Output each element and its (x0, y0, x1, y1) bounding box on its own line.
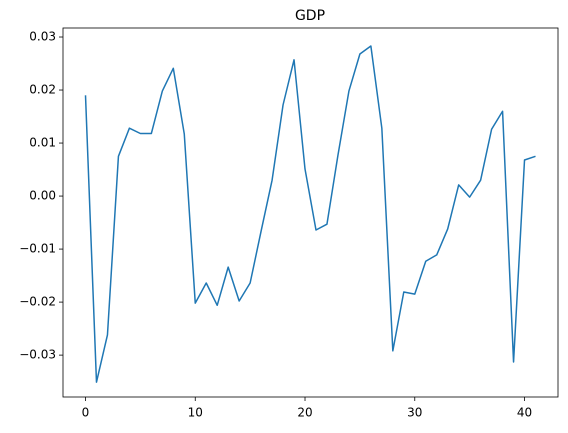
y-tick-label: 0.00 (29, 189, 56, 203)
x-tick-label: 40 (517, 406, 532, 420)
x-tick-label: 30 (407, 406, 422, 420)
chart-title: GDP (295, 8, 325, 24)
plot-frame (62, 27, 559, 398)
y-tick-label: −0.02 (19, 295, 56, 309)
x-tick-label: 0 (82, 406, 90, 420)
y-tick-label: −0.01 (19, 242, 56, 256)
line-series (84, 45, 536, 383)
y-tick-label: 0.03 (29, 30, 56, 44)
y-tick-label: 0.01 (29, 136, 56, 150)
x-tick-label: 10 (188, 406, 203, 420)
y-tick-label: −0.03 (19, 348, 56, 362)
y-tick-label: 0.02 (29, 83, 56, 97)
x-tick-label: 20 (297, 406, 312, 420)
